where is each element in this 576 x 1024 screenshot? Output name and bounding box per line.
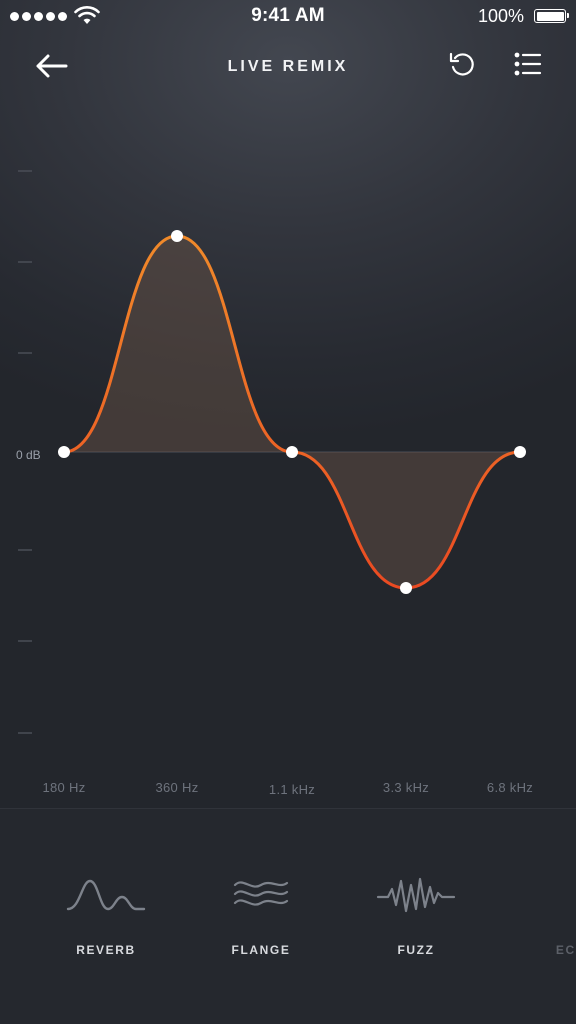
effect-echo-button[interactable]: ECH xyxy=(511,875,576,965)
equalizer-curve-canvas xyxy=(18,170,526,734)
frequency-labels: 180 Hz 360 Hz 1.1 kHz 3.3 kHz 6.8 kHz xyxy=(0,780,576,800)
frequency-label: 1.1 kHz xyxy=(268,782,316,797)
equalizer-fill xyxy=(64,236,520,588)
effect-flange-label: FLANGE xyxy=(231,943,291,957)
arrow-left-icon xyxy=(36,54,68,78)
flange-wave-icon xyxy=(233,881,289,906)
fuzz-wave-icon xyxy=(376,877,456,913)
status-bar: 9:41 AM 100% xyxy=(0,0,576,34)
eq-handle-4[interactable] xyxy=(514,446,526,458)
frequency-label: 6.8 kHz xyxy=(486,780,534,795)
battery-percent: 100% xyxy=(477,6,524,26)
equalizer-graph: 0 dB xyxy=(0,150,576,770)
eq-handle-2[interactable] xyxy=(286,446,298,458)
zero-db-label: 0 dB xyxy=(16,448,41,462)
back-button[interactable] xyxy=(32,50,72,82)
status-time: 9:41 AM xyxy=(251,5,325,26)
effect-echo-label: ECH xyxy=(555,943,576,957)
equalizer-curve xyxy=(63,234,521,590)
effect-fuzz-button[interactable]: FUZZ xyxy=(356,875,476,965)
wifi-icon xyxy=(74,6,100,24)
eq-handle-1[interactable] xyxy=(171,230,183,242)
divider xyxy=(0,808,576,809)
reset-button[interactable] xyxy=(446,50,480,80)
eq-handle-3[interactable] xyxy=(400,582,412,594)
effect-reverb-button[interactable]: REVERB xyxy=(46,875,166,965)
battery-icon xyxy=(534,9,569,23)
frequency-label: 360 Hz xyxy=(155,780,199,795)
effect-fuzz-label: FUZZ xyxy=(397,943,435,957)
effects-bar: REVERB FLANGE FUZZ ECH xyxy=(0,809,576,1024)
reset-icon xyxy=(449,52,474,76)
effect-reverb-label: REVERB xyxy=(76,943,136,957)
frequency-label: 3.3 kHz xyxy=(382,780,430,795)
signal-dots-icon xyxy=(10,12,67,21)
page-title: LIVE REMIX xyxy=(227,58,349,75)
echo-wave-icon xyxy=(531,875,576,915)
effect-flange-button[interactable]: FLANGE xyxy=(201,875,321,965)
list-icon xyxy=(514,52,542,76)
frequency-label: 180 Hz xyxy=(42,780,86,795)
eq-handle-0[interactable] xyxy=(58,446,70,458)
reverb-wave-icon xyxy=(66,879,146,911)
menu-button[interactable] xyxy=(510,50,544,80)
